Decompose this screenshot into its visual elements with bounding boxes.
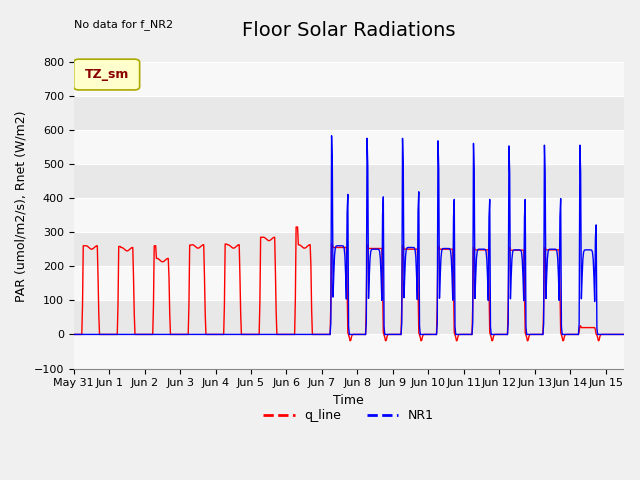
Bar [74,198,623,232]
Bar [74,61,623,96]
Bar [74,232,623,266]
Title: Floor Solar Radiations: Floor Solar Radiations [242,21,455,40]
Text: TZ_sm: TZ_sm [84,68,129,81]
Bar [74,300,623,335]
Bar [74,164,623,198]
Y-axis label: PAR (umol/m2/s), Rnet (W/m2): PAR (umol/m2/s), Rnet (W/m2) [15,111,28,302]
Legend: q_line, NR1: q_line, NR1 [259,404,439,427]
Bar [74,96,623,130]
X-axis label: Time: Time [333,394,364,407]
FancyBboxPatch shape [74,59,140,90]
Text: No data for f_NR2: No data for f_NR2 [74,19,173,30]
Bar [74,130,623,164]
Bar [74,266,623,300]
Bar [74,335,623,369]
